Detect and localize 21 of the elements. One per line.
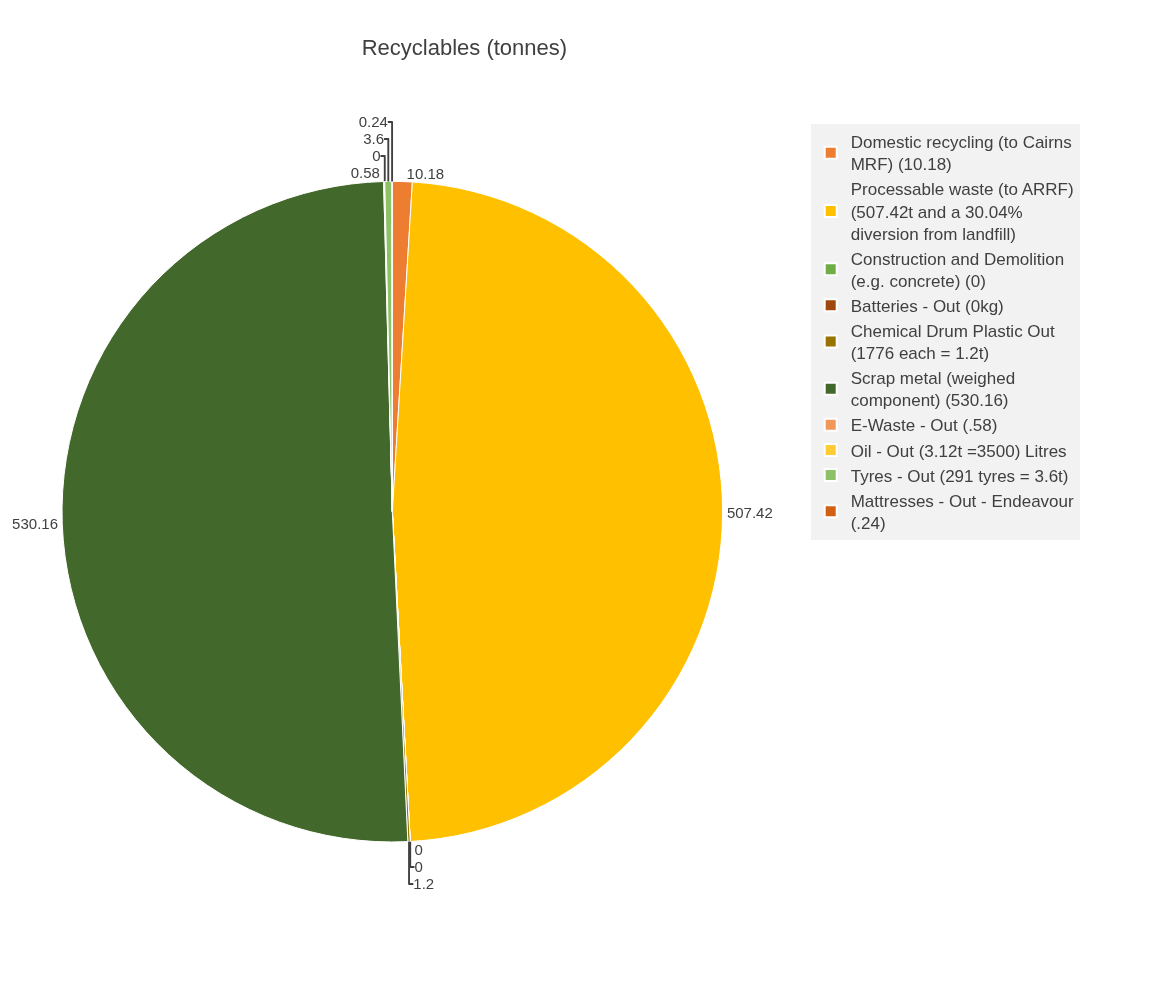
text: 0 bbox=[414, 858, 423, 876]
legend-label: Scrap metal (weighed component) (530.16) bbox=[850, 369, 1016, 411]
legend-label: Tyres - Out (291 tyres = 3.6t) bbox=[850, 466, 1069, 486]
data-label: 507.42 bbox=[726, 504, 773, 522]
data-label: 0.58 bbox=[350, 164, 380, 182]
data-label: 0.24 bbox=[358, 113, 388, 131]
legend-label: E-Waste - Out (.58) bbox=[850, 416, 998, 436]
data-label: 1.2 bbox=[413, 875, 435, 893]
chart-title: Recyclables (tonnes) bbox=[361, 35, 568, 61]
legend-label: Chemical Drum Plastic Out (1776 each = 1.2t) bbox=[850, 322, 1056, 364]
legend-label: Processable waste (to ARRF) (507.42t and a 30.04% diversion from landfill) bbox=[850, 180, 1074, 244]
data-label: 10.18 bbox=[406, 164, 445, 182]
data-label: 530.16 bbox=[12, 515, 58, 533]
text: 0 bbox=[414, 841, 423, 859]
legend-label: Mattresses - Out - Endeavour (.24) bbox=[850, 491, 1075, 533]
legend-label: Batteries - Out (0kg) bbox=[850, 296, 1004, 316]
data-label: 3.6 bbox=[363, 130, 385, 148]
text: 0 bbox=[372, 147, 381, 165]
legend-label: Domestic recycling (to Cairns MRF) (10.18) bbox=[850, 133, 1072, 175]
legend-label: Oil - Out (3.12t =3500) Litres bbox=[850, 441, 1067, 461]
legend-label: Construction and Demolition (e.g. concrete) (0) bbox=[850, 249, 1065, 291]
